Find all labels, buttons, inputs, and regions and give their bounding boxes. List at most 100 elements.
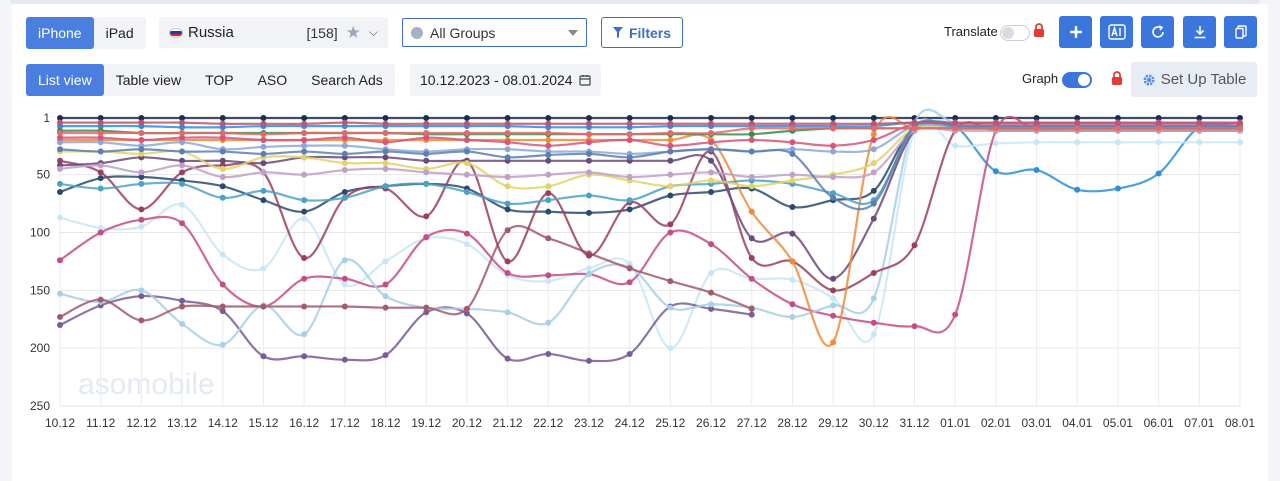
data-point[interactable] — [504, 154, 511, 161]
data-point[interactable] — [179, 201, 186, 208]
data-point[interactable] — [748, 120, 755, 127]
data-point[interactable] — [585, 157, 592, 164]
data-point[interactable] — [667, 345, 674, 352]
data-point[interactable] — [463, 115, 470, 121]
data-point[interactable] — [789, 150, 796, 157]
data-point[interactable] — [545, 278, 552, 285]
data-point[interactable] — [179, 297, 186, 304]
data-point[interactable] — [748, 208, 755, 215]
data-point[interactable] — [708, 169, 715, 176]
data-point[interactable] — [911, 242, 918, 249]
data-point[interactable] — [179, 162, 186, 169]
data-point[interactable] — [585, 209, 592, 216]
translate-toggle[interactable] — [1000, 25, 1030, 41]
refresh-button[interactable] — [1141, 16, 1174, 48]
data-point[interactable] — [1237, 115, 1243, 121]
data-point[interactable] — [708, 146, 715, 153]
data-point[interactable] — [260, 197, 267, 204]
data-point[interactable] — [179, 134, 186, 141]
data-point[interactable] — [301, 120, 308, 127]
data-point[interactable] — [260, 265, 267, 272]
data-point[interactable] — [463, 160, 470, 167]
data-point[interactable] — [911, 119, 918, 126]
tab-iphone[interactable]: iPhone — [26, 17, 94, 49]
data-point[interactable] — [179, 130, 186, 137]
data-point[interactable] — [504, 115, 511, 121]
data-point[interactable] — [301, 136, 308, 143]
data-point[interactable] — [97, 115, 104, 121]
data-point[interactable] — [382, 304, 389, 311]
tab-list-view[interactable]: List view — [26, 64, 104, 96]
data-point[interactable] — [423, 150, 430, 157]
data-point[interactable] — [341, 275, 348, 282]
data-point[interactable] — [789, 276, 796, 283]
data-point[interactable] — [138, 119, 145, 126]
data-point[interactable] — [57, 165, 63, 172]
tab-search-ads[interactable]: Search Ads — [311, 72, 383, 88]
data-point[interactable] — [708, 269, 715, 276]
add-button[interactable] — [1059, 16, 1092, 48]
data-point[interactable] — [301, 275, 308, 282]
copy-button[interactable] — [1224, 16, 1257, 48]
tab-table-view[interactable]: Table view — [115, 72, 182, 88]
data-point[interactable] — [748, 125, 755, 132]
data-point[interactable] — [992, 168, 999, 175]
data-point[interactable] — [179, 220, 186, 227]
date-range-picker[interactable]: 10.12.2023 - 08.01.2024 — [410, 64, 601, 96]
data-point[interactable] — [179, 119, 186, 126]
data-point[interactable] — [626, 265, 633, 272]
data-point[interactable] — [504, 227, 511, 234]
data-point[interactable] — [219, 341, 226, 348]
data-point[interactable] — [748, 136, 755, 143]
data-point[interactable] — [626, 120, 633, 127]
data-point[interactable] — [57, 322, 63, 329]
graph-toggle[interactable] — [1062, 72, 1092, 88]
data-point[interactable] — [219, 115, 226, 121]
data-point[interactable] — [585, 192, 592, 199]
data-point[interactable] — [138, 206, 145, 213]
data-point[interactable] — [260, 303, 267, 310]
data-point[interactable] — [1155, 119, 1162, 126]
data-point[interactable] — [97, 224, 104, 231]
data-point[interactable] — [830, 312, 837, 319]
data-point[interactable] — [585, 115, 592, 121]
data-point[interactable] — [708, 301, 715, 308]
data-point[interactable] — [260, 187, 267, 194]
data-point[interactable] — [382, 115, 389, 121]
data-point[interactable] — [789, 125, 796, 132]
data-point[interactable] — [179, 320, 186, 327]
data-point[interactable] — [57, 313, 63, 320]
data-point[interactable] — [57, 157, 63, 164]
data-point[interactable] — [341, 142, 348, 149]
data-point[interactable] — [870, 319, 877, 326]
data-point[interactable] — [952, 119, 959, 126]
data-point[interactable] — [870, 331, 877, 338]
data-point[interactable] — [1114, 115, 1121, 121]
data-point[interactable] — [504, 146, 511, 153]
data-point[interactable] — [992, 119, 999, 126]
data-point[interactable] — [463, 230, 470, 237]
data-point[interactable] — [382, 160, 389, 167]
data-point[interactable] — [341, 134, 348, 141]
data-point[interactable] — [138, 115, 145, 121]
data-point[interactable] — [870, 295, 877, 302]
data-point[interactable] — [138, 146, 145, 153]
data-point[interactable] — [423, 234, 430, 241]
data-point[interactable] — [301, 142, 308, 149]
data-point[interactable] — [585, 169, 592, 176]
data-point[interactable] — [463, 241, 470, 248]
data-point[interactable] — [382, 352, 389, 359]
data-point[interactable] — [545, 272, 552, 279]
data-point[interactable] — [219, 148, 226, 155]
data-point[interactable] — [57, 139, 63, 146]
data-point[interactable] — [57, 290, 63, 297]
data-point[interactable] — [545, 208, 552, 215]
data-point[interactable] — [748, 173, 755, 180]
data-point[interactable] — [301, 130, 308, 137]
data-point[interactable] — [301, 171, 308, 178]
data-point[interactable] — [260, 115, 267, 121]
data-point[interactable] — [708, 115, 715, 121]
data-point[interactable] — [301, 154, 308, 161]
data-point[interactable] — [789, 204, 796, 211]
data-point[interactable] — [1196, 139, 1203, 146]
